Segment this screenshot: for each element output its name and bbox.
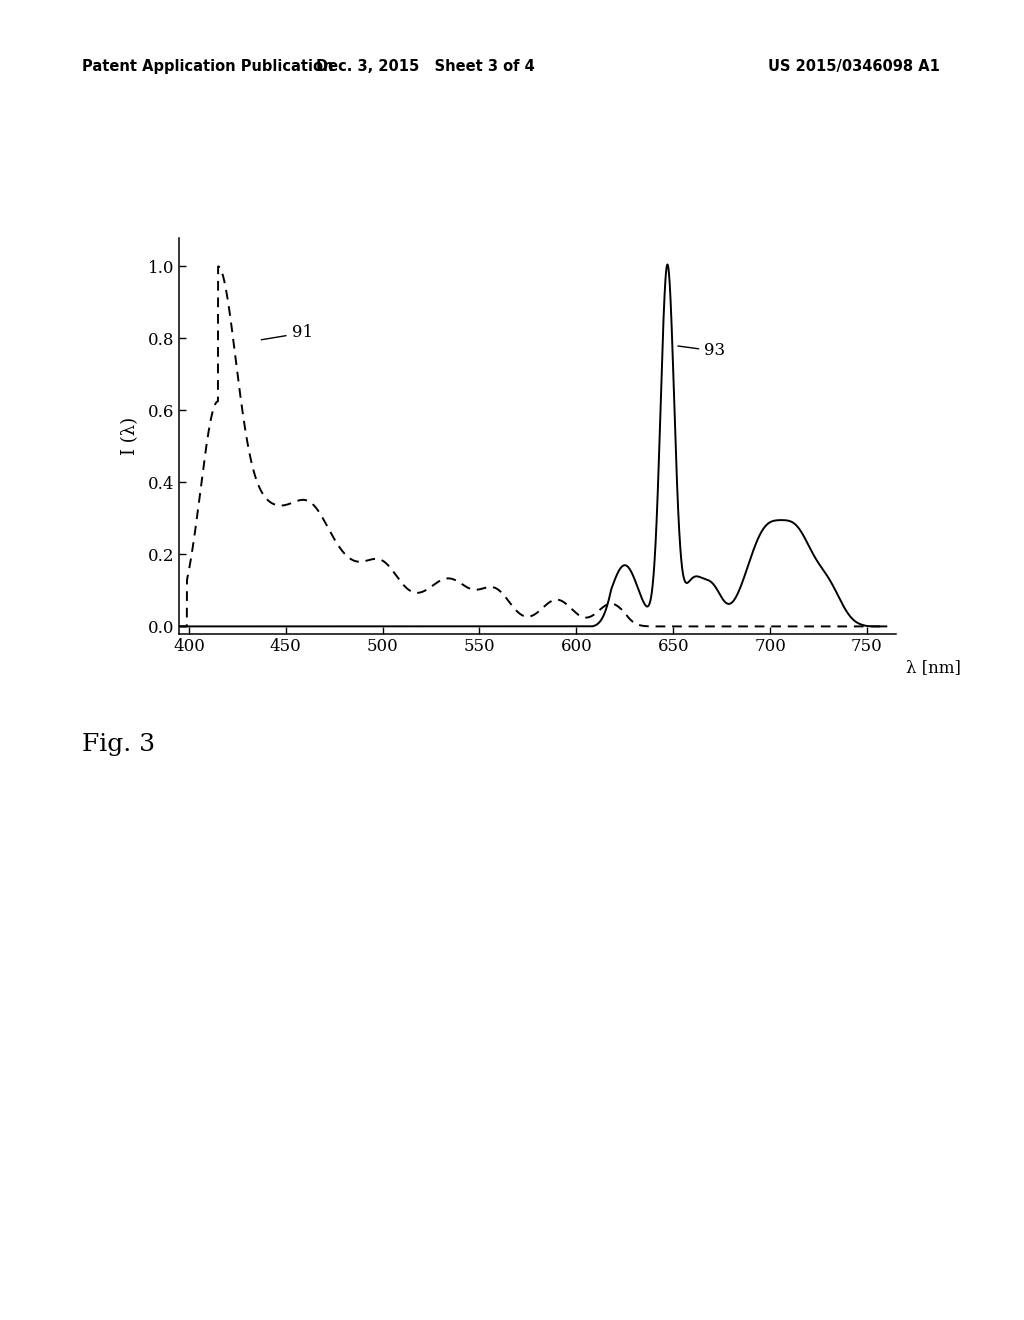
Text: US 2015/0346098 A1: US 2015/0346098 A1 bbox=[768, 59, 940, 74]
Text: Fig. 3: Fig. 3 bbox=[82, 733, 155, 755]
Text: 93: 93 bbox=[678, 342, 725, 359]
Text: λ [nm]: λ [nm] bbox=[905, 659, 961, 676]
Y-axis label: I (λ): I (λ) bbox=[122, 417, 139, 454]
Text: 91: 91 bbox=[261, 325, 312, 342]
Text: Dec. 3, 2015   Sheet 3 of 4: Dec. 3, 2015 Sheet 3 of 4 bbox=[315, 59, 535, 74]
Text: Patent Application Publication: Patent Application Publication bbox=[82, 59, 334, 74]
